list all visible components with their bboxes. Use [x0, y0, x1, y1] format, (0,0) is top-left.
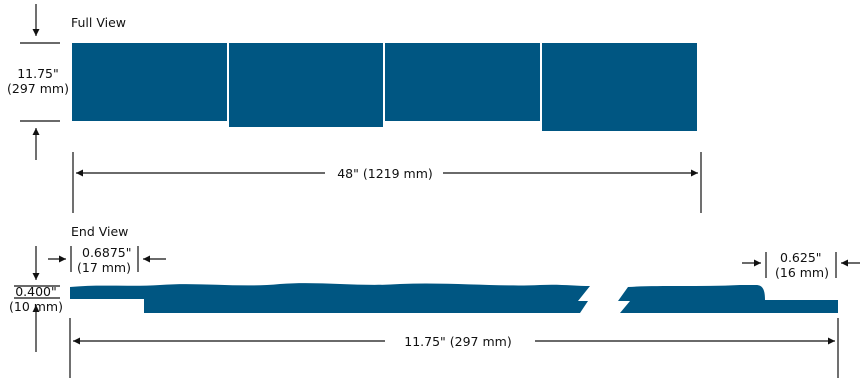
panel-3: [385, 43, 540, 121]
panel-4: [542, 43, 697, 131]
thickness-in: 0.400": [15, 284, 57, 299]
end-view-title: End View: [71, 224, 128, 239]
full-view-width-label: 48" (1219 mm): [337, 166, 433, 181]
end-view-right-step-dimension: 0.625" (16 mm): [742, 250, 860, 280]
full-view-width-dimension: 48" (1219 mm): [72, 152, 702, 213]
end-view-width-label: 11.75" (297 mm): [404, 334, 511, 349]
left-step-mm: (17 mm): [77, 260, 131, 275]
profile-left-section: [70, 283, 590, 313]
profile-right-section: [618, 285, 838, 313]
right-step-mm: (16 mm): [775, 265, 829, 280]
full-view-panels: [72, 43, 697, 131]
left-step-in: 0.6875": [82, 245, 132, 260]
panel-2: [229, 43, 383, 127]
panel-1: [72, 43, 227, 121]
full-view-title: Full View: [71, 15, 126, 30]
full-view-height-mm: (297 mm): [7, 81, 69, 96]
full-view-height-in: 11.75": [17, 66, 59, 81]
end-view-thickness-dimension: 0.400" (10 mm): [9, 246, 63, 352]
end-view-profile: [70, 283, 838, 313]
end-view-width-dimension: 11.75" (297 mm): [69, 318, 839, 378]
thickness-mm: (10 mm): [9, 299, 63, 314]
right-step-in: 0.625": [780, 250, 822, 265]
full-view-height-dimension: 11.75" (297 mm): [7, 4, 69, 160]
end-view-left-step-dimension: 0.6875" (17 mm): [48, 245, 166, 275]
